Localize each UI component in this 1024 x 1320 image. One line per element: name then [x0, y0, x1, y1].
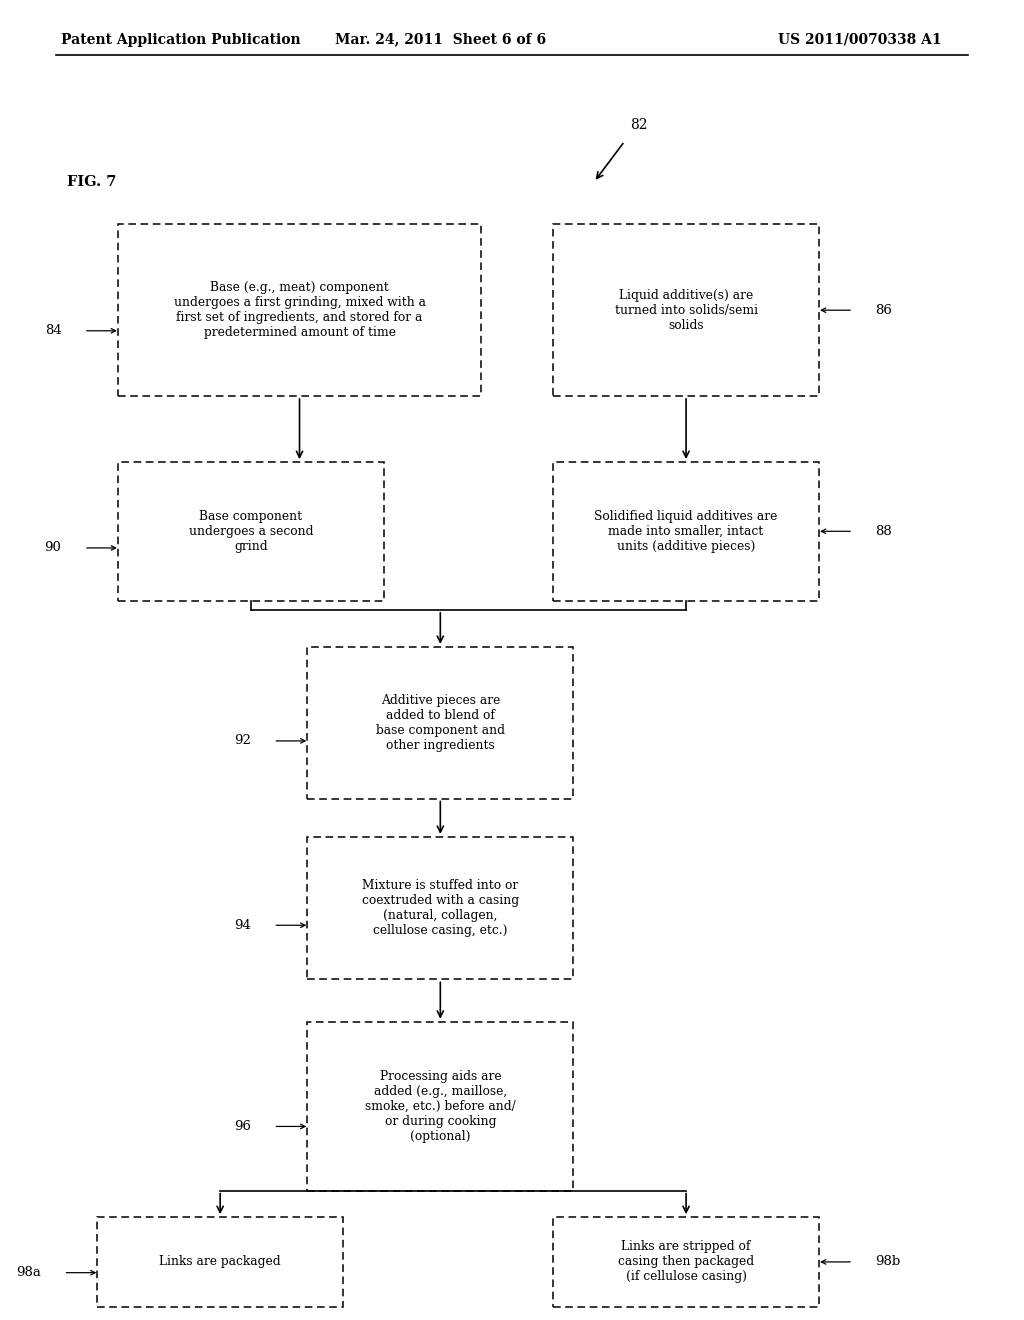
- Text: Links are stripped of
casing then packaged
(if cellulose casing): Links are stripped of casing then packag…: [618, 1241, 754, 1283]
- Text: 86: 86: [876, 304, 892, 317]
- Text: Solidified liquid additives are
made into smaller, intact
units (additive pieces: Solidified liquid additives are made int…: [594, 510, 778, 553]
- Bar: [307, 1022, 573, 1191]
- Text: Processing aids are
added (e.g., maillose,
smoke, etc.) before and/
or during co: Processing aids are added (e.g., maillos…: [365, 1069, 516, 1143]
- Text: Patent Application Publication: Patent Application Publication: [61, 33, 301, 46]
- Text: Mar. 24, 2011  Sheet 6 of 6: Mar. 24, 2011 Sheet 6 of 6: [335, 33, 546, 46]
- Text: Base component
undergoes a second
grind: Base component undergoes a second grind: [188, 510, 313, 553]
- Text: 92: 92: [234, 734, 251, 747]
- Text: 98a: 98a: [16, 1266, 41, 1279]
- Text: 94: 94: [234, 919, 251, 932]
- Bar: [307, 647, 573, 799]
- Text: 96: 96: [233, 1119, 251, 1133]
- Text: Liquid additive(s) are
turned into solids/semi
solids: Liquid additive(s) are turned into solid…: [614, 289, 758, 331]
- Text: 82: 82: [630, 117, 647, 132]
- Text: 98b: 98b: [876, 1255, 901, 1269]
- Bar: [307, 837, 573, 979]
- Text: 84: 84: [45, 325, 61, 338]
- Text: Base (e.g., meat) component
undergoes a first grinding, mixed with a
first set o: Base (e.g., meat) component undergoes a …: [173, 281, 426, 339]
- Text: FIG. 7: FIG. 7: [67, 176, 116, 189]
- Text: Mixture is stuffed into or
coextruded with a casing
(natural, collagen,
cellulos: Mixture is stuffed into or coextruded wi…: [361, 879, 519, 937]
- Bar: [97, 1217, 343, 1307]
- Bar: [553, 462, 819, 601]
- Bar: [553, 224, 819, 396]
- Bar: [118, 224, 481, 396]
- Text: 88: 88: [876, 525, 892, 537]
- Text: US 2011/0070338 A1: US 2011/0070338 A1: [778, 33, 942, 46]
- Text: 90: 90: [45, 541, 61, 554]
- Bar: [553, 1217, 819, 1307]
- Text: Additive pieces are
added to blend of
base component and
other ingredients: Additive pieces are added to blend of ba…: [376, 694, 505, 751]
- Bar: [118, 462, 384, 601]
- Text: Links are packaged: Links are packaged: [160, 1255, 281, 1269]
